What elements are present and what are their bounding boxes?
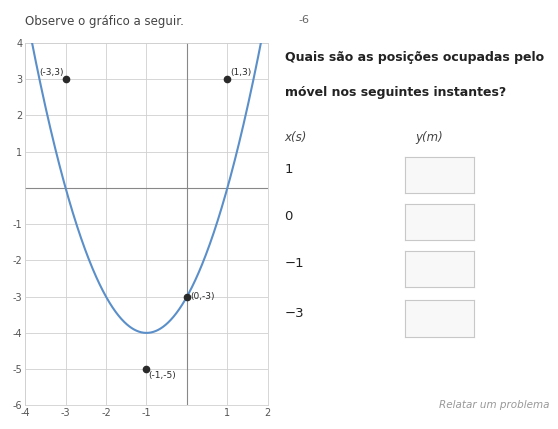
Text: (1,3): (1,3) (230, 68, 252, 77)
Text: -6: -6 (299, 15, 310, 25)
Text: móvel nos seguintes instantes?: móvel nos seguintes instantes? (285, 86, 506, 99)
Text: (0,-3): (0,-3) (190, 292, 215, 301)
Text: Relatar um problema: Relatar um problema (439, 400, 550, 410)
Text: Quais são as posições ocupadas pelo: Quais são as posições ocupadas pelo (285, 51, 543, 64)
Text: −3: −3 (285, 307, 304, 320)
Text: 0: 0 (285, 210, 293, 223)
Text: Observe o gráfico a seguir.: Observe o gráfico a seguir. (25, 15, 184, 28)
Text: x(s): x(s) (285, 131, 307, 144)
Text: −1: −1 (285, 257, 304, 270)
Text: (-3,3): (-3,3) (39, 68, 64, 77)
Text: y(m): y(m) (416, 131, 444, 144)
Text: (-1,-5): (-1,-5) (148, 371, 176, 380)
Text: 1: 1 (285, 163, 293, 176)
